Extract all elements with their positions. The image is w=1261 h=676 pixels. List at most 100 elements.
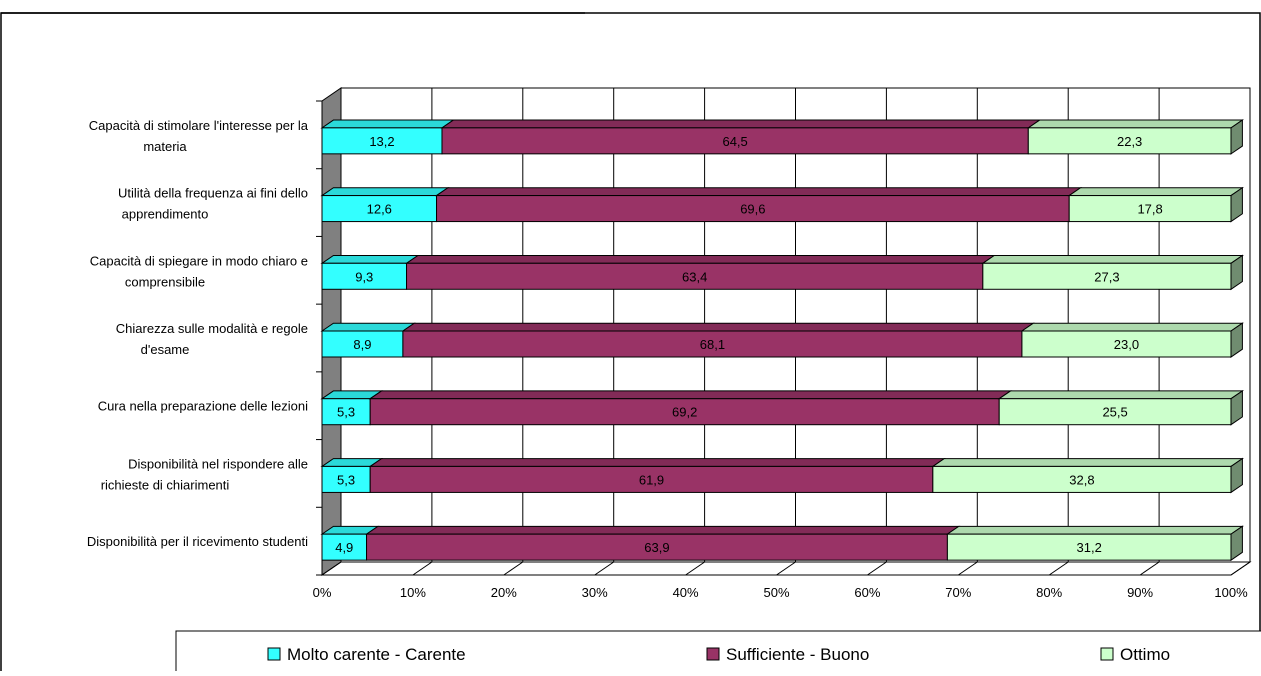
x-tick-label: 0%	[313, 585, 332, 600]
bar	[321, 533, 368, 561]
data-label: 63,4	[682, 269, 707, 284]
x-tick-label: 40%	[673, 585, 699, 600]
floor-gridline	[1139, 561, 1160, 576]
category-label: Utilità della frequenza ai fini dello app…	[118, 186, 308, 222]
category-label-line: Utilità della frequenza ai fini dello	[118, 186, 308, 201]
legend-label: Molto carente - Carente	[287, 645, 466, 664]
bar-top	[981, 254, 1245, 264]
bar-top	[931, 458, 1245, 467]
legend-label: Sufficiente - Buono	[726, 645, 869, 664]
bar-top	[368, 390, 1013, 400]
bar-top	[401, 322, 1035, 332]
legend-swatch	[706, 647, 720, 661]
bar-top	[440, 119, 1042, 129]
data-label: 25,5	[1102, 405, 1127, 420]
category-label-line: Capacità di stimolare l'interesse per la	[89, 118, 309, 133]
x-tick-label: 10%	[400, 585, 426, 600]
category-label-line: apprendimento	[122, 207, 209, 222]
data-label: 12,6	[367, 202, 392, 217]
data-label: 5,3	[337, 405, 355, 420]
bar-side	[1230, 322, 1243, 358]
floor-gridline	[1230, 561, 1251, 576]
floor-gridline	[321, 561, 342, 576]
floor-gridline	[776, 561, 796, 576]
category-label: Disponibilità per il ricevimento student…	[87, 534, 308, 549]
category-label-line: Capacità di spiegare in modo chiaro e	[90, 253, 308, 268]
data-label: 64,5	[722, 134, 747, 149]
data-label: 61,9	[639, 472, 664, 487]
data-label: 23,0	[1114, 337, 1139, 352]
bar-top	[1026, 119, 1245, 129]
bar	[946, 533, 1232, 561]
category-label-line: comprensibile	[125, 274, 205, 289]
legend-label: Ottimo	[1120, 645, 1170, 664]
bar-top	[1020, 322, 1245, 332]
category-label: Cura nella preparazione delle lezioni	[98, 399, 308, 414]
bar-top	[434, 187, 1083, 197]
data-label: 69,2	[672, 405, 697, 420]
bar	[441, 127, 1029, 155]
x-tick-label: 30%	[582, 585, 608, 600]
bar	[932, 465, 1232, 493]
data-label: 31,2	[1077, 540, 1102, 555]
bar-side	[1230, 186, 1243, 223]
bar-top	[320, 254, 420, 264]
bar	[436, 195, 1070, 223]
x-tick-label: 20%	[491, 585, 517, 600]
bar-top	[368, 458, 946, 467]
bar-side	[1230, 389, 1243, 426]
legend-swatch	[267, 647, 281, 661]
bar-side	[1230, 119, 1243, 155]
data-label: 22,3	[1117, 134, 1142, 149]
category-label-line: Chiarezza sulle modalità e regole	[116, 321, 308, 336]
x-tick-labels: 0% 10% 20% 30% 40% 50% 60% 70% 80% 90% 100%	[313, 585, 1248, 600]
data-label: 63,9	[644, 540, 669, 555]
category-label-line: materia	[143, 139, 187, 154]
bar	[402, 330, 1023, 358]
bar-top	[1067, 187, 1245, 197]
category-label: Capacità di stimolare l'interesse per la…	[89, 118, 309, 154]
legend-swatch	[1100, 647, 1114, 661]
bar-top	[945, 525, 1245, 535]
x-tick-label: 90%	[1127, 585, 1153, 600]
bar-side	[1230, 525, 1243, 562]
x-tick-label: 70%	[945, 585, 971, 600]
bar	[1027, 127, 1232, 155]
bar	[369, 465, 934, 493]
category-label: Capacità di spiegare in modo chiaro e com…	[90, 253, 308, 289]
category-label-line: Disponibilità nel rispondere alle	[128, 456, 308, 471]
data-label: 17,8	[1137, 202, 1162, 217]
bar-side	[1230, 254, 1243, 291]
bar	[321, 398, 371, 426]
category-label-line: richieste di chiarimenti	[101, 477, 230, 492]
bar-top	[364, 525, 961, 535]
data-label: 32,8	[1069, 472, 1094, 487]
x-tick-label: 50%	[763, 585, 789, 600]
category-label-line: Cura nella preparazione delle lezioni	[98, 399, 308, 414]
category-label-line: Disponibilità per il ricevimento student…	[87, 534, 308, 549]
data-label: 69,6	[740, 202, 765, 217]
bar-side	[1230, 457, 1243, 494]
bar-top	[404, 254, 996, 264]
bar-top	[997, 390, 1245, 400]
data-label: 68,1	[700, 337, 725, 352]
bar	[321, 330, 404, 358]
category-labels: Capacità di stimolare l'interesse per la…	[87, 118, 309, 549]
floor-gridline	[958, 561, 978, 576]
data-label: 4,9	[335, 540, 353, 555]
legend: Molto carente - Carente Sufficiente - Buo…	[267, 645, 1170, 664]
floor-gridline	[1048, 561, 1069, 576]
data-label: 5,3	[337, 472, 355, 487]
data-label: 9,3	[355, 269, 373, 284]
category-label-line: d'esame	[141, 342, 190, 357]
bar	[321, 195, 438, 223]
floor-gridline	[685, 561, 705, 576]
bar-top	[320, 119, 456, 129]
x-tick-label: 80%	[1036, 585, 1062, 600]
bar-top	[320, 322, 416, 332]
data-label: 13,2	[369, 134, 394, 149]
data-label: 27,3	[1094, 269, 1119, 284]
category-label: Disponibilità nel rispondere alle richies…	[101, 456, 308, 492]
